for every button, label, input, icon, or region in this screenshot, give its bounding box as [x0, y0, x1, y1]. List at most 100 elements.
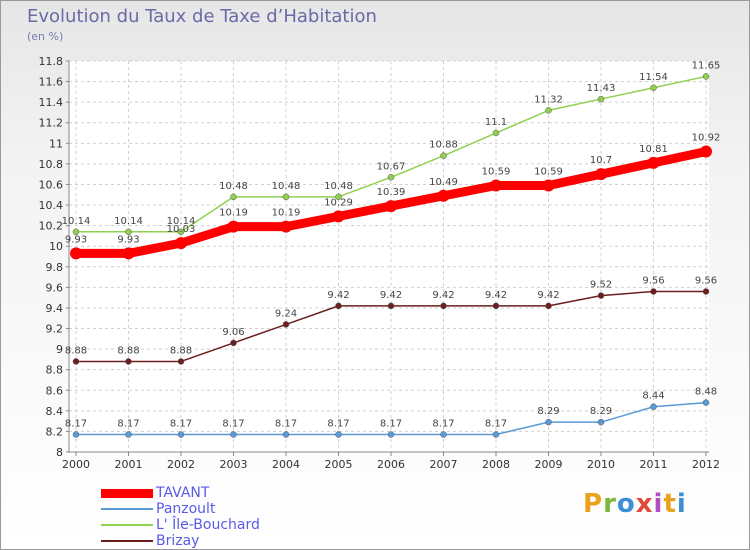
y-tick-label: 9 — [56, 343, 63, 356]
x-tick-label: 2001 — [115, 458, 143, 471]
legend-label: Brizay — [156, 533, 200, 549]
x-tick-label: 2005 — [325, 458, 353, 471]
data-label: 8.17 — [432, 419, 454, 430]
data-point — [125, 358, 132, 365]
x-tick-label: 2012 — [692, 458, 720, 471]
data-label: 10.48 — [272, 181, 301, 192]
data-label: 8.17 — [275, 419, 297, 430]
logo-letter: i — [653, 489, 664, 519]
legend-swatch — [101, 508, 153, 510]
data-label: 8.17 — [485, 419, 507, 430]
data-label: 11.1 — [485, 117, 507, 128]
data-label: 8.17 — [170, 419, 192, 430]
data-point — [492, 129, 500, 137]
data-point — [545, 107, 552, 114]
data-point — [230, 193, 237, 201]
data-point — [70, 247, 82, 260]
data-point — [492, 302, 500, 310]
data-label: 10.48 — [324, 181, 353, 192]
y-tick-label: 8.8 — [46, 364, 64, 377]
logo-letter: P — [583, 489, 604, 519]
legend-label: TAVANT — [156, 485, 210, 501]
x-tick-label: 2003 — [220, 458, 248, 471]
y-tick-label: 10.8 — [39, 158, 64, 171]
data-point — [177, 228, 185, 236]
data-point — [595, 168, 607, 181]
data-point — [332, 210, 345, 223]
data-point — [125, 228, 132, 236]
data-label: 9.06 — [222, 327, 244, 338]
data-label: 9.56 — [695, 275, 717, 286]
data-point — [545, 418, 552, 426]
data-label: 11.54 — [639, 72, 668, 83]
data-label: 10.59 — [482, 167, 511, 178]
plot-area — [69, 61, 709, 452]
data-point — [335, 193, 342, 201]
data-label: 10.7 — [590, 155, 612, 166]
legend-swatch — [101, 488, 153, 498]
data-label: 9.52 — [590, 280, 612, 291]
data-label: 10.49 — [429, 177, 458, 188]
x-tick-label: 2000 — [62, 458, 90, 471]
data-point — [387, 431, 395, 438]
data-point — [702, 73, 710, 80]
data-point — [542, 179, 555, 192]
data-label: 10.81 — [639, 144, 668, 155]
data-point — [122, 247, 135, 260]
data-point — [335, 302, 342, 310]
data-point — [440, 152, 447, 159]
data-label: 9.42 — [380, 290, 402, 301]
data-label: 10.39 — [377, 187, 406, 198]
data-label: 9.42 — [432, 290, 454, 301]
data-point — [72, 431, 80, 438]
data-label: 8.29 — [590, 406, 612, 417]
data-point — [437, 189, 450, 202]
x-tick-label: 2010 — [587, 458, 615, 471]
y-tick-label: 8 — [56, 446, 63, 459]
data-point — [545, 302, 552, 310]
chart-unit: (en %) — [27, 30, 64, 43]
data-label: 11.32 — [534, 94, 563, 105]
proxiti-logo: Proxiti — [583, 489, 687, 519]
y-tick-label: 11.6 — [39, 76, 64, 89]
logo-letter: i — [676, 489, 687, 519]
data-point — [700, 145, 712, 158]
y-tick-label: 8.2 — [46, 425, 64, 438]
data-point — [282, 321, 290, 328]
data-label: 11.65 — [692, 60, 721, 71]
y-tick-label: 10 — [49, 240, 63, 253]
data-point — [647, 156, 660, 169]
chart-title: Evolution du Taux de Taxe d’Habitation — [27, 6, 377, 27]
y-tick-label: 9.8 — [46, 261, 64, 274]
data-label: 8.48 — [695, 387, 717, 398]
data-point — [650, 84, 657, 92]
x-tick-label: 2007 — [430, 458, 458, 471]
x-tick-label: 2006 — [377, 458, 405, 471]
logo-letter: x — [635, 489, 654, 519]
y-tick-label: 11 — [49, 137, 63, 150]
data-point — [177, 358, 185, 365]
y-tick-label: 9.4 — [46, 302, 64, 315]
legend-swatch — [101, 540, 153, 542]
data-label: 9.42 — [485, 290, 507, 301]
y-tick-label: 10.6 — [39, 178, 64, 191]
data-point — [72, 228, 80, 236]
data-point — [440, 431, 447, 438]
y-tick-label: 11.2 — [39, 117, 64, 130]
data-point — [282, 193, 290, 201]
data-label: 10.48 — [219, 181, 248, 192]
data-label: 10.19 — [272, 208, 301, 219]
legend-item: L' Île-Bouchard — [101, 517, 260, 533]
y-tick-label: 9.6 — [46, 281, 64, 294]
data-label: 9.42 — [537, 290, 559, 301]
data-label: 10.67 — [377, 161, 406, 172]
data-point — [597, 292, 605, 299]
data-label: 10.92 — [692, 133, 721, 144]
y-tick-label: 11.8 — [39, 55, 64, 68]
data-point — [387, 302, 395, 310]
legend-item: TAVANT — [101, 485, 260, 501]
data-point — [177, 431, 185, 438]
data-point — [335, 431, 342, 438]
y-tick-label: 11.4 — [39, 96, 64, 109]
